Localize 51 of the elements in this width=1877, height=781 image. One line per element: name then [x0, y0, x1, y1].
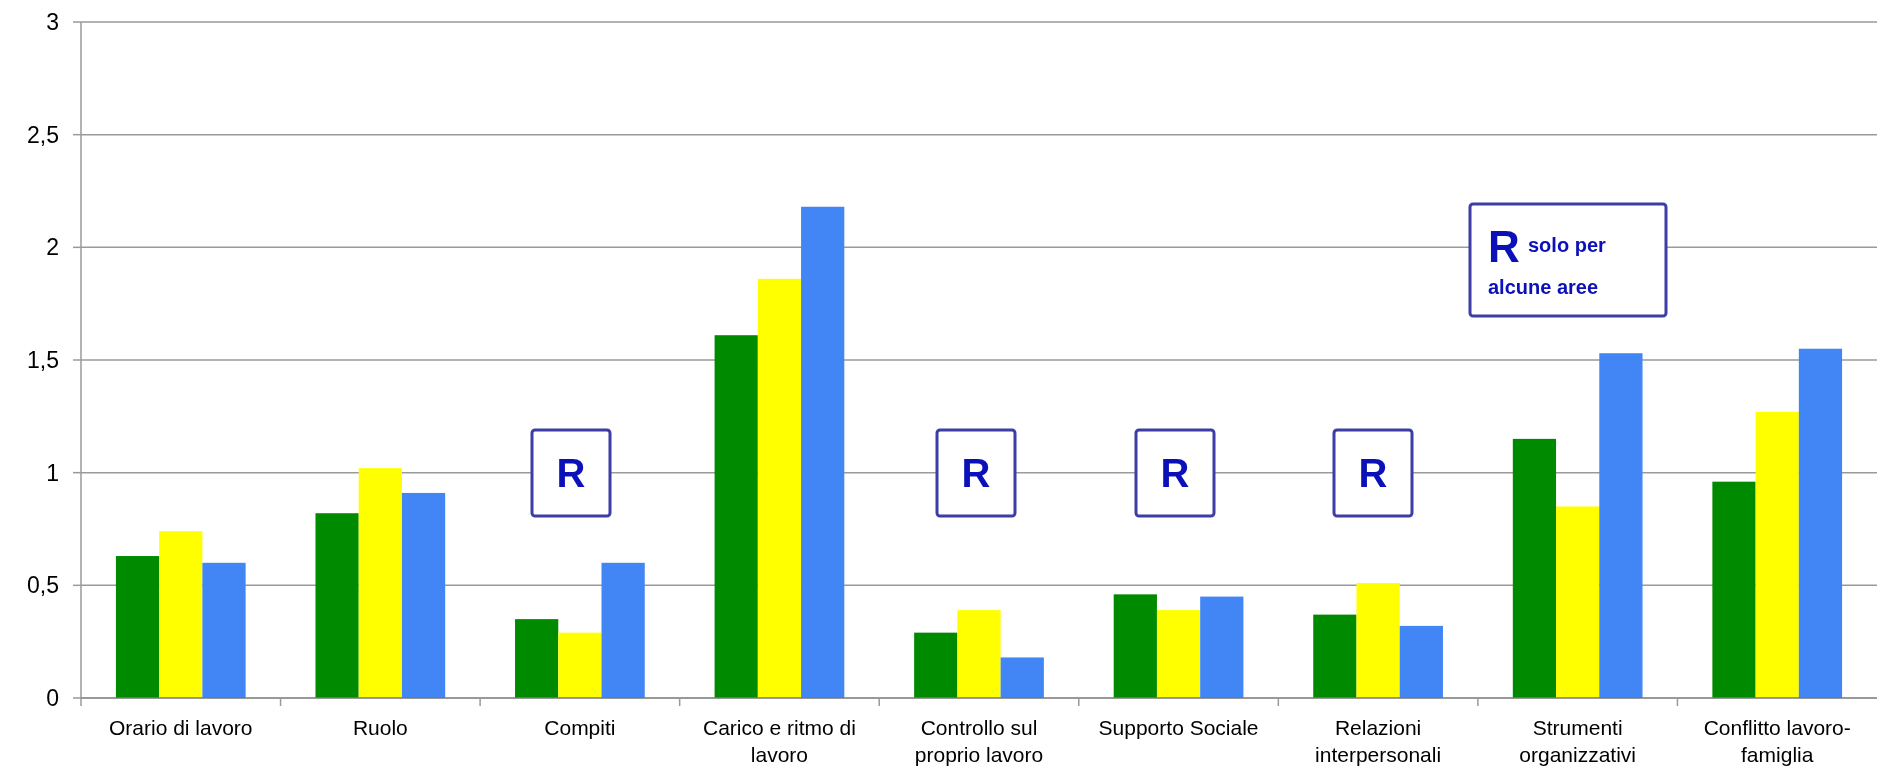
- bar: [1712, 481, 1756, 698]
- bar: [515, 619, 559, 698]
- bar: [1599, 353, 1643, 698]
- bar: [1000, 657, 1044, 698]
- x-tick-label: Relazioni interpersonali: [1315, 716, 1442, 766]
- x-tick-label: Compiti: [544, 716, 616, 739]
- framed-note: R: [1134, 428, 1216, 518]
- x-tick-label: Orario di lavoro: [109, 716, 253, 739]
- x-tick-label: Strumenti organizzativi: [1519, 716, 1637, 766]
- framed-note: R: [935, 428, 1017, 518]
- x-tick-label: Ruolo: [352, 716, 408, 739]
- x-tick-label: Carico e ritmo di lavoro: [703, 716, 856, 766]
- framed-note: R: [530, 428, 612, 518]
- y-tick-label: 2: [46, 234, 59, 261]
- annotation: R: [961, 451, 991, 495]
- bar: [1798, 348, 1843, 698]
- bar: [1200, 596, 1244, 698]
- y-tick-label: 1,5: [27, 347, 59, 374]
- bar: [1356, 583, 1400, 698]
- y-tick-label: 3: [46, 9, 59, 36]
- bar: [1113, 594, 1157, 698]
- bar: [1313, 614, 1357, 698]
- x-tick-label: Conflitto lavoro-famiglia: [1703, 716, 1851, 766]
- bar: [714, 335, 758, 698]
- bar: [358, 468, 402, 698]
- bar: [757, 278, 802, 698]
- y-tick-label: 0,5: [27, 572, 59, 599]
- bar: [1556, 506, 1600, 698]
- x-tick-label: Controllo sul proprio lavoro: [914, 716, 1044, 766]
- annotation: R: [1160, 451, 1190, 495]
- bar: [1399, 625, 1443, 698]
- bar: [315, 513, 359, 698]
- bar: [1512, 438, 1557, 698]
- bar: [601, 562, 645, 698]
- x-tick-label: Supporto Sociale: [1098, 716, 1259, 739]
- bar: [401, 492, 446, 698]
- annotation: R: [556, 451, 586, 495]
- bar: [1755, 411, 1799, 698]
- bar: [1156, 610, 1201, 698]
- y-tick-label: 1: [46, 459, 59, 486]
- bar: [159, 531, 203, 698]
- annotation: R: [1358, 451, 1388, 495]
- y-tick-label: 2,5: [27, 121, 59, 148]
- bar: [957, 610, 1001, 698]
- bar: [558, 632, 602, 698]
- y-tick-label: 0: [46, 685, 59, 712]
- bar: [914, 632, 958, 698]
- framed-note: R: [1332, 428, 1414, 518]
- bar: [202, 562, 246, 698]
- bar: [115, 556, 160, 698]
- bar: [801, 206, 845, 698]
